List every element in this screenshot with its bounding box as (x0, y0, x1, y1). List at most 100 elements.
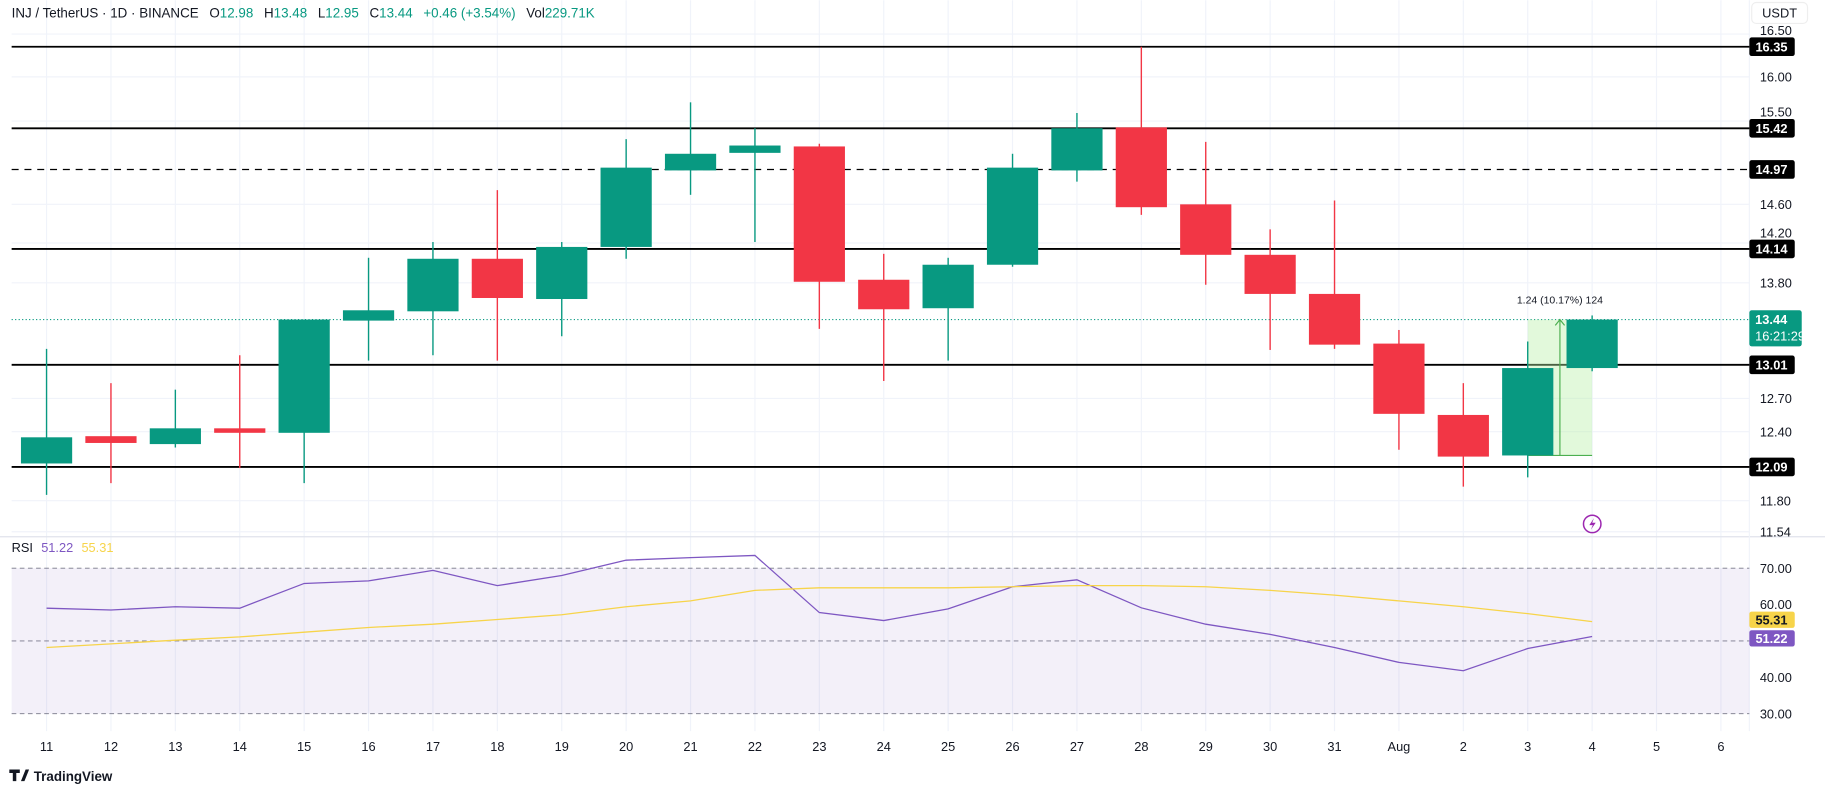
time-axis-label: 17 (426, 739, 440, 754)
rsi-band (11, 568, 1750, 714)
rsi-value: 51.22 (41, 540, 73, 555)
candle-body (536, 246, 588, 300)
candle-body (1437, 414, 1489, 457)
candle-body (664, 153, 717, 171)
price-axis-label: 12.40 (1760, 424, 1792, 439)
level-price-text: 12.09 (1755, 460, 1787, 475)
time-axis-label: 4 (1589, 739, 1596, 754)
open-value: 12.98 (220, 6, 253, 21)
axes: 11 12 13 14 15 16 17 18 19 20 21 22 23 24 25 26 27 28 29 30… (40, 23, 1792, 754)
level-price-text: 14.14 (1755, 242, 1788, 257)
level-price-label (1749, 118, 1795, 138)
rsi-axis-label: 70.00 (1760, 561, 1792, 576)
level-price-label (1749, 37, 1795, 57)
last-price-label (1749, 310, 1802, 347)
symbol-legend[interactable]: INJ / TetherUS · 1D · BINANCE O12.98 H13… (12, 6, 595, 21)
time-axis-label: 28 (1134, 739, 1148, 754)
candle-body (1373, 343, 1425, 414)
high-value: 13.48 (274, 6, 307, 21)
price-axis-label: 11.80 (1760, 493, 1791, 508)
rsi-value-label (1749, 630, 1795, 647)
close-label: C (369, 6, 379, 21)
time-axis-label: 18 (490, 739, 504, 754)
countdown-text: 16:21:29 (1755, 329, 1805, 344)
brand-name: TradingView (34, 769, 113, 784)
candle-body (407, 258, 459, 312)
candle-body (729, 145, 781, 153)
alert-icon[interactable] (1582, 514, 1602, 534)
candle-body (471, 258, 523, 298)
time-axis-label: 21 (683, 739, 697, 754)
rsi-title: RSI (12, 540, 33, 555)
time-axis-label: 11 (40, 739, 53, 754)
candle-body (20, 437, 73, 464)
rsi-ma-value: 55.31 (81, 540, 113, 555)
high-label: H (264, 6, 274, 21)
time-axis-label: 31 (1327, 739, 1341, 754)
time-axis-label: 3 (1524, 739, 1531, 754)
time-axis-label: 25 (941, 739, 955, 754)
candle-body (149, 428, 201, 445)
time-axis-label: 24 (877, 739, 891, 754)
currency-button[interactable]: USDT (1751, 1, 1809, 25)
currency-label: USDT (1762, 6, 1797, 21)
level-price-label (1749, 239, 1795, 259)
rsi-value-text: 55.31 (1755, 612, 1787, 627)
level-price-text: 16.35 (1755, 39, 1787, 54)
candle-body (214, 428, 266, 433)
time-axis-label: 20 (619, 739, 633, 754)
change-value: +0.46 (+3.54%) (423, 6, 515, 21)
measure-arrowhead (1554, 318, 1566, 326)
time-axis-label: 13 (168, 739, 182, 754)
candle-body (1115, 127, 1167, 208)
candle-body (1566, 319, 1618, 369)
close-value: 13.44 (379, 6, 413, 21)
last-price-text: 13.44 (1755, 312, 1788, 327)
time-axis-label: Aug (1388, 739, 1411, 754)
candle-body (1051, 128, 1103, 171)
low-label: L (318, 6, 325, 21)
level-price-label (1749, 160, 1795, 179)
rsi-pane: 51.22 55.31 (46, 554, 1795, 672)
low-value: 12.95 (325, 6, 358, 21)
time-axis-label: 23 (812, 739, 826, 754)
volume-label: Vol (526, 6, 545, 21)
rsi-ma-line (46, 584, 1593, 649)
time-axis-label: 27 (1070, 739, 1084, 754)
price-axis-label: 14.20 (1760, 225, 1792, 240)
tradingview-logo-icon (9, 769, 30, 782)
rsi-ma-value-label (1749, 611, 1795, 628)
price-axis-label: 16.00 (1760, 70, 1792, 85)
time-axis-label: 2 (1460, 739, 1467, 754)
candle-body (1180, 204, 1232, 255)
time-axis-label: 12 (104, 739, 118, 754)
candles (20, 46, 1618, 495)
candle-body (858, 279, 910, 310)
price-axis-label: 12.70 (1760, 391, 1792, 406)
time-axis-label: 15 (297, 739, 311, 754)
candle-body (85, 436, 137, 443)
tradingview-logo[interactable]: TradingView (9, 769, 113, 784)
candle-body (922, 264, 974, 309)
open-label: O (209, 6, 219, 21)
rsi-legend[interactable]: RSI 51.22 55.31 (12, 540, 114, 555)
candle-body (1308, 293, 1361, 345)
price-axis-label: 13.80 (1760, 275, 1792, 290)
candle-body (986, 167, 1039, 265)
time-axis-label: 5 (1653, 739, 1660, 754)
price-axis-label: 14.60 (1760, 197, 1792, 212)
rsi-axis-label: 60.00 (1760, 597, 1792, 612)
horizontal-levels[interactable]: 16.35 15.42 14.97 14.14 13.01 12.09 13.44 16:21… (11, 37, 1805, 477)
candle-body (342, 310, 395, 321)
candle-body (1502, 368, 1554, 456)
rsi-axis-label: 40.00 (1760, 670, 1792, 685)
volume-value: 229.71K (545, 6, 595, 21)
level-price-text: 15.42 (1755, 121, 1787, 136)
time-axis-label: 19 (555, 739, 569, 754)
rsi-value-text: 51.22 (1755, 631, 1787, 646)
candle-body (278, 319, 330, 433)
rsi-axis-label: 30.00 (1760, 706, 1792, 721)
level-price-label (1749, 457, 1795, 477)
time-axis-label: 26 (1005, 739, 1019, 754)
